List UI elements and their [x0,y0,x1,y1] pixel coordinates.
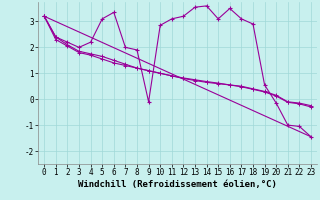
X-axis label: Windchill (Refroidissement éolien,°C): Windchill (Refroidissement éolien,°C) [78,180,277,189]
